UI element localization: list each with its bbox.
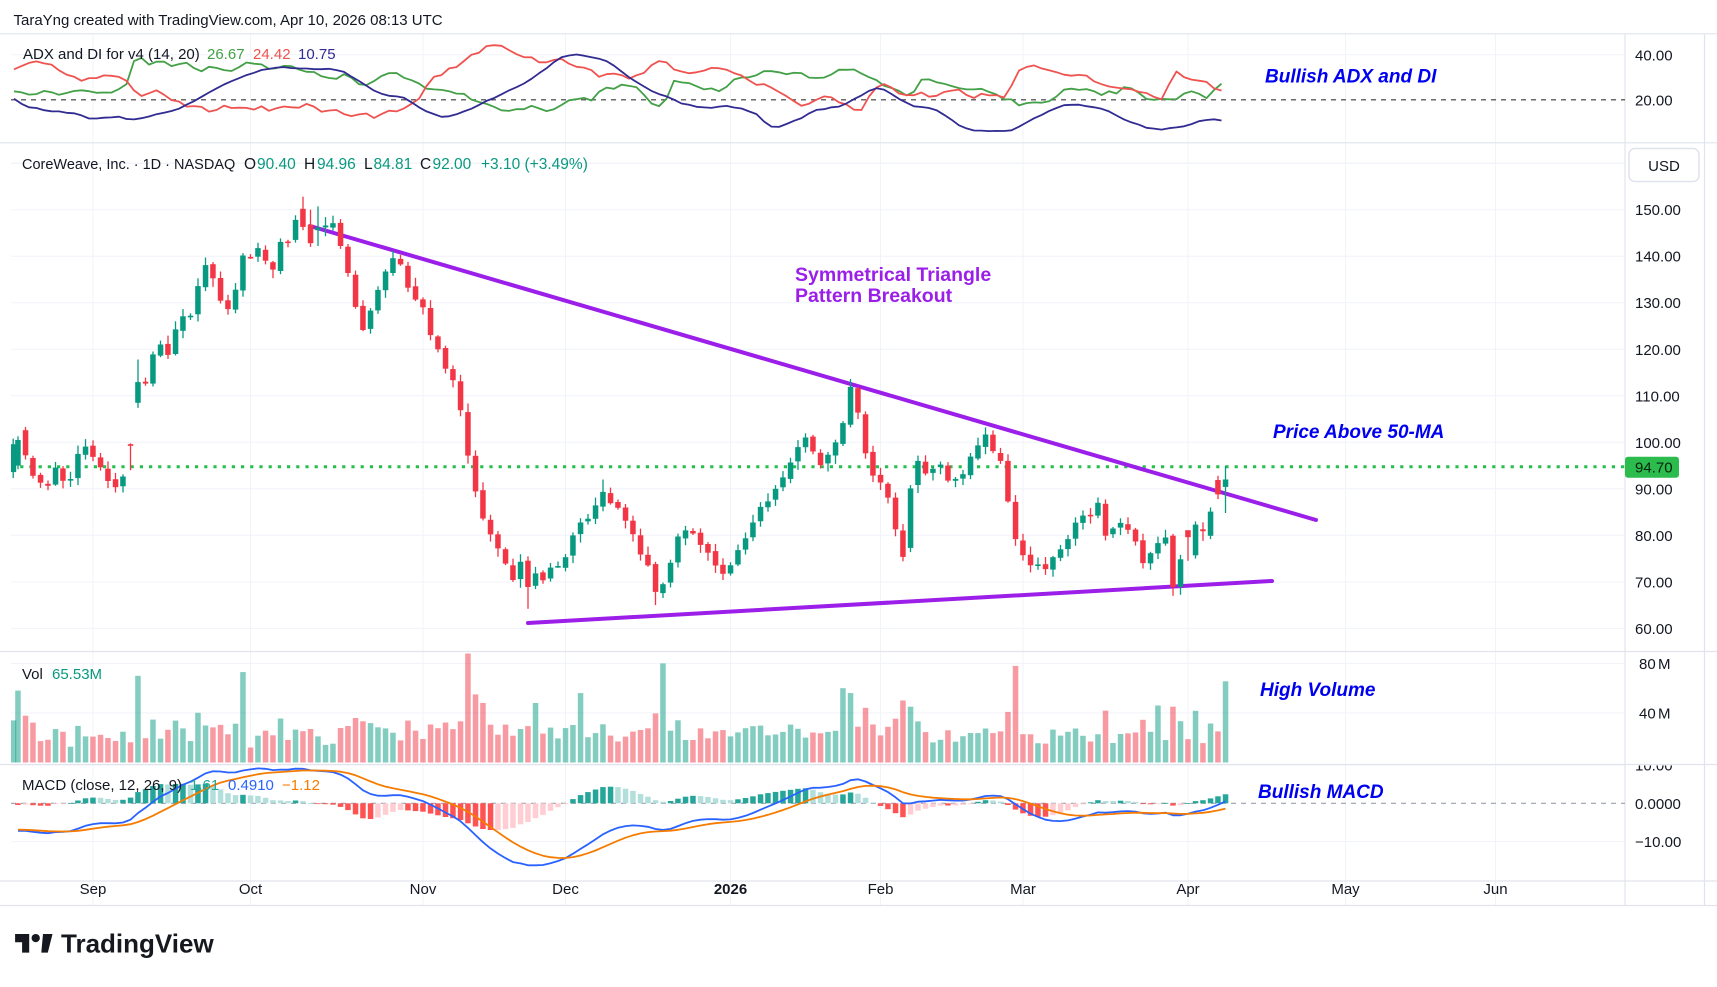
svg-text:Nov: Nov (410, 881, 437, 898)
svg-text:10.00: 10.00 (1635, 758, 1673, 775)
svg-text:Symmetrical Triangle: Symmetrical Triangle (795, 264, 991, 286)
svg-text:USD: USD (1648, 158, 1680, 175)
svg-text:65.53M: 65.53M (52, 666, 102, 683)
svg-text:20.00: 20.00 (1635, 92, 1673, 109)
svg-text:CoreWeave, Inc. · 1D · NASDAQ: CoreWeave, Inc. · 1D · NASDAQ (22, 157, 235, 173)
svg-text:M: M (1658, 705, 1671, 722)
svg-text:1.61: 1.61 (190, 777, 219, 794)
svg-text:C: C (420, 156, 431, 173)
svg-text:Apr: Apr (1176, 881, 1199, 898)
svg-text:Jun: Jun (1483, 881, 1507, 898)
svg-text:92.00: 92.00 (433, 156, 472, 173)
svg-text:120.00: 120.00 (1635, 342, 1681, 359)
svg-text:2026: 2026 (714, 881, 747, 898)
svg-text:0.0000: 0.0000 (1635, 796, 1681, 813)
svg-text:Dec: Dec (552, 881, 579, 898)
svg-text:L: L (364, 156, 373, 173)
svg-text:94.70: 94.70 (1635, 460, 1673, 477)
svg-text:Price Above 50-MA: Price Above 50-MA (1273, 422, 1444, 443)
svg-text:TradingView: TradingView (61, 929, 214, 959)
svg-text:H: H (304, 156, 315, 173)
svg-text:130.00: 130.00 (1635, 295, 1681, 312)
svg-text:90.40: 90.40 (257, 156, 296, 173)
svg-text:84.81: 84.81 (374, 156, 413, 173)
svg-text:100.00: 100.00 (1635, 435, 1681, 452)
svg-text:+3.10 (+3.49%): +3.10 (+3.49%) (481, 156, 588, 173)
svg-text:70.00: 70.00 (1635, 574, 1673, 591)
svg-text:O: O (244, 156, 256, 173)
svg-text:10.75: 10.75 (298, 46, 336, 63)
svg-text:Feb: Feb (868, 881, 894, 898)
svg-text:40: 40 (1639, 705, 1656, 722)
svg-text:Vol: Vol (22, 666, 43, 683)
svg-text:M: M (1658, 656, 1671, 673)
svg-text:140.00: 140.00 (1635, 249, 1681, 266)
svg-text:150.00: 150.00 (1635, 202, 1681, 219)
svg-text:110.00: 110.00 (1635, 388, 1680, 405)
svg-text:−10.00: −10.00 (1635, 834, 1681, 851)
svg-text:0.4910: 0.4910 (228, 777, 274, 794)
svg-text:Bullish ADX and DI: Bullish ADX and DI (1265, 67, 1437, 88)
svg-text:MACD (close, 12, 26, 9): MACD (close, 12, 26, 9) (22, 777, 182, 794)
svg-text:Oct: Oct (239, 881, 263, 898)
svg-text:24.42: 24.42 (253, 46, 291, 63)
svg-text:Sep: Sep (80, 881, 107, 898)
svg-text:Bullish MACD: Bullish MACD (1258, 782, 1384, 803)
svg-text:80.00: 80.00 (1635, 528, 1673, 545)
svg-text:40.00: 40.00 (1635, 47, 1673, 64)
svg-text:94.96: 94.96 (317, 156, 356, 173)
svg-text:May: May (1331, 881, 1360, 898)
svg-text:−1.12: −1.12 (282, 777, 320, 794)
svg-text:High Volume: High Volume (1260, 680, 1376, 701)
svg-text:90.00: 90.00 (1635, 481, 1673, 498)
svg-text:80: 80 (1639, 656, 1656, 673)
svg-text:Pattern Breakout: Pattern Breakout (795, 285, 953, 307)
svg-text:ADX and DI for v4 (14, 20): ADX and DI for v4 (14, 20) (23, 46, 200, 63)
svg-text:60.00: 60.00 (1635, 621, 1673, 638)
svg-text:TaraYng created with TradingVi: TaraYng created with TradingView.com, Ap… (14, 12, 443, 29)
svg-text:Mar: Mar (1010, 881, 1036, 898)
svg-text:26.67: 26.67 (207, 46, 245, 63)
